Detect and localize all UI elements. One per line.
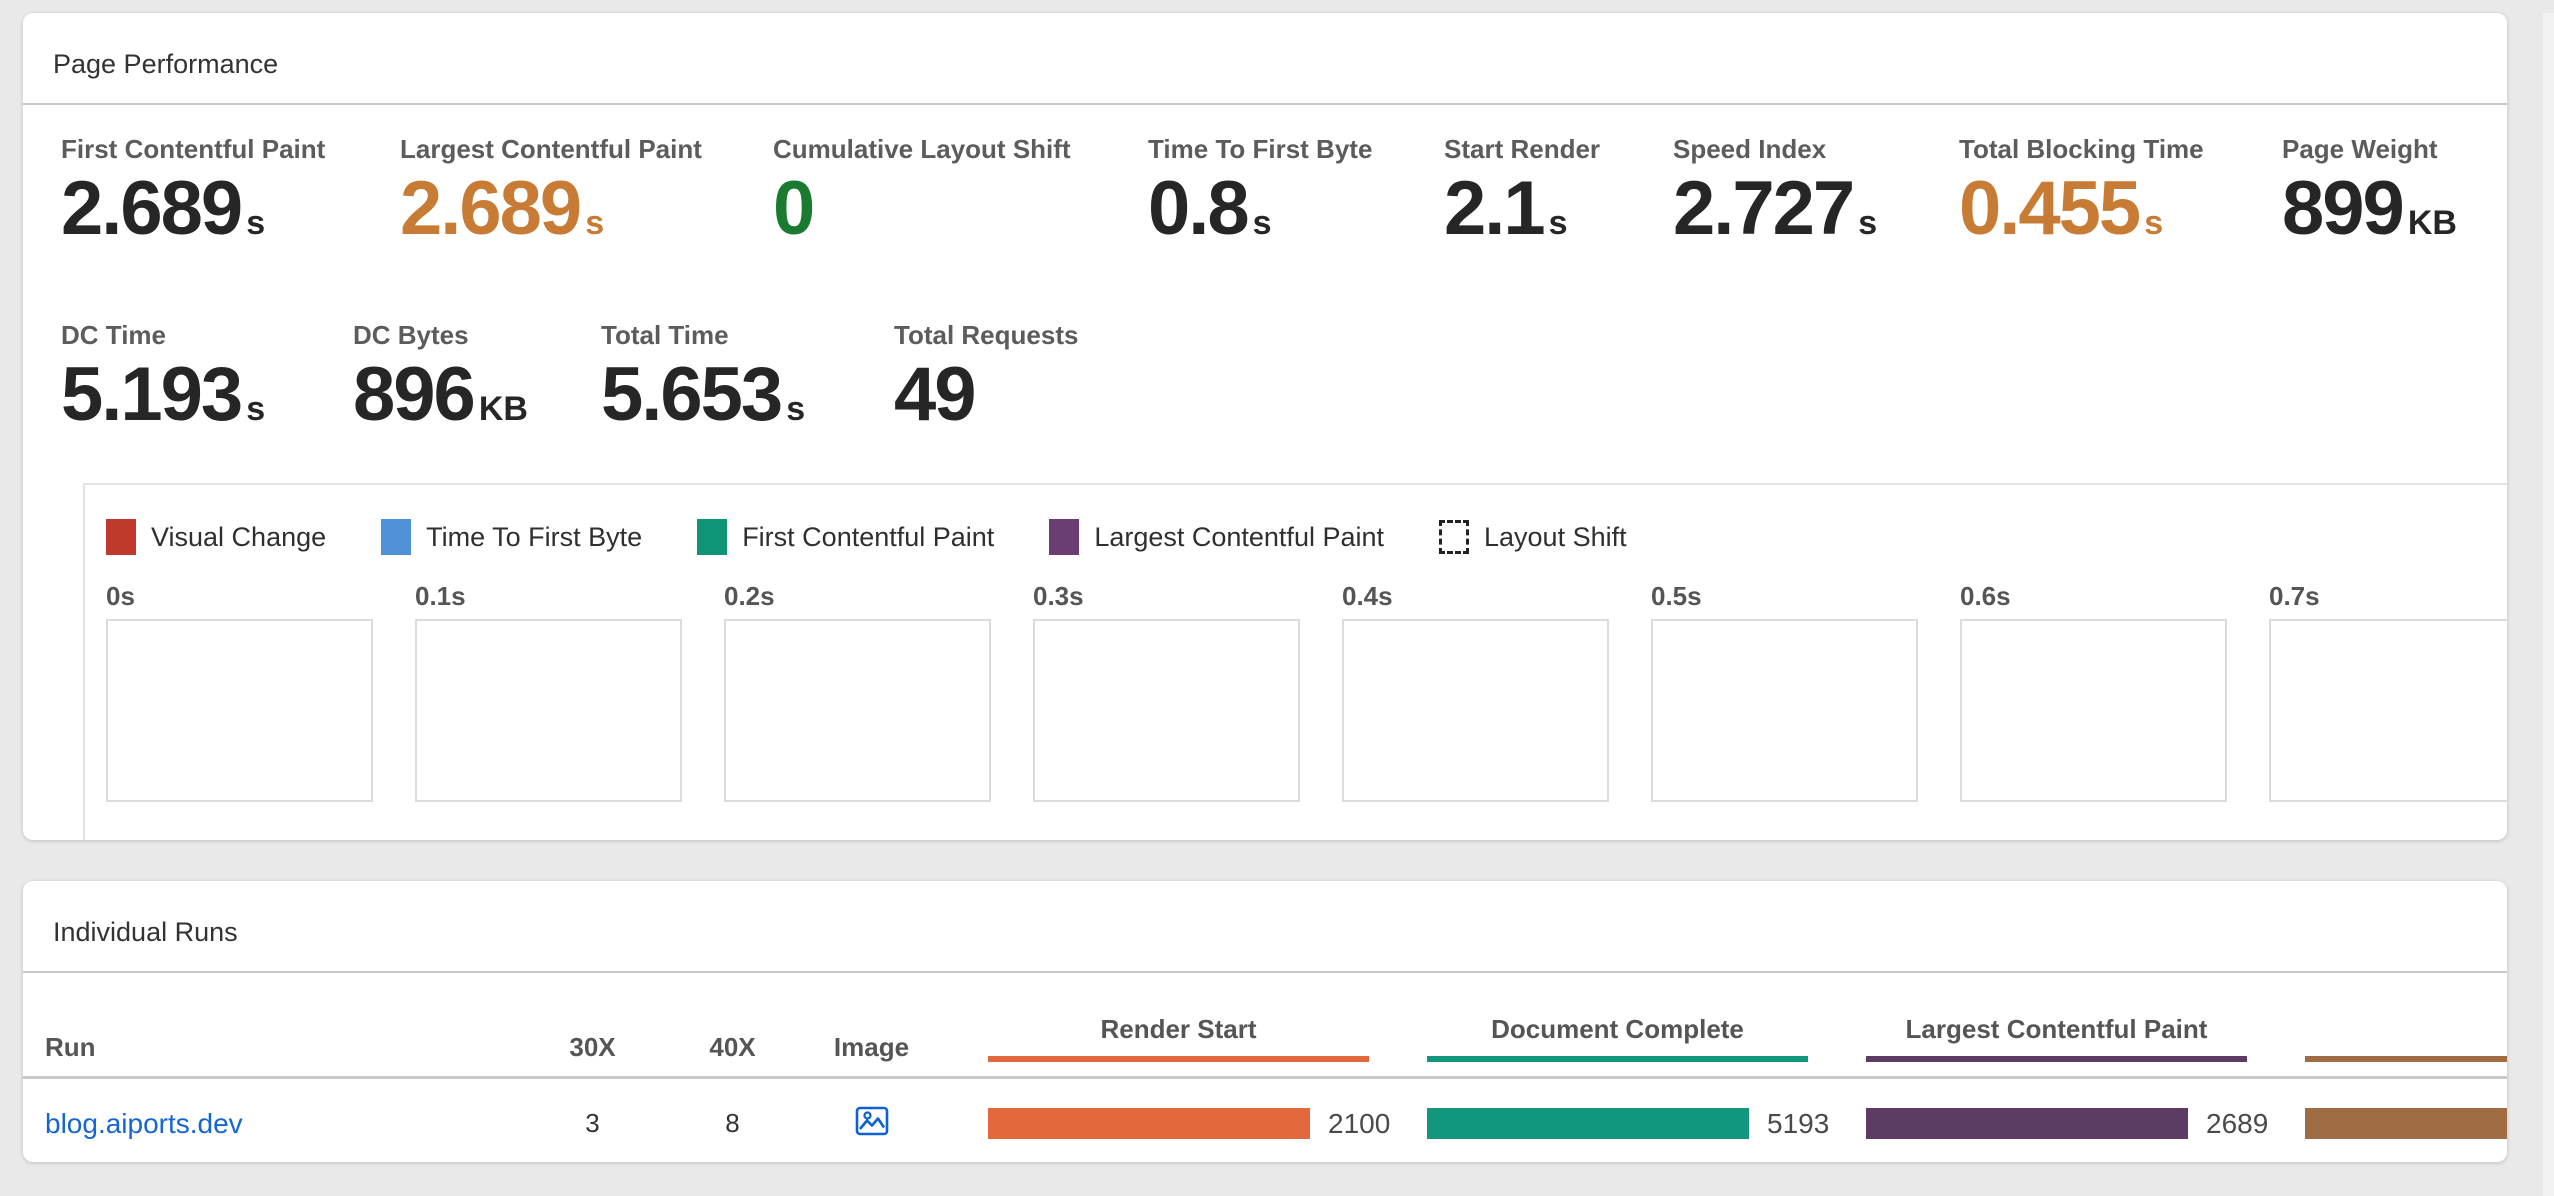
clipped-metric-bar: [2305, 1108, 2507, 1139]
page-performance-card: Page Performance First Contentful Paint …: [23, 13, 2507, 840]
document-complete-bar: [1427, 1108, 1749, 1139]
fcp-swatch-icon: [697, 519, 728, 555]
metric-total-requests: Total Requests 49: [894, 320, 1079, 437]
metric-largest-contentful-paint: Largest Contentful Paint 2.689 s: [400, 134, 702, 251]
legend-item-largest-contentful-paint: Largest Contentful Paint: [1049, 519, 1384, 555]
filmstrip-cell: 0.6s: [1960, 581, 2227, 802]
filmstrip-frame: [1033, 619, 1300, 802]
render-start-cell: 2100: [988, 1108, 1427, 1140]
metrics-row-2: DC Time 5.193 s DC Bytes 896 KB Total Time…: [61, 319, 2507, 453]
runs-table-header: Run 30X 40X Image Render Start Document …: [23, 973, 2507, 1079]
clipped-metric-cell: [2305, 1108, 2507, 1139]
column-header-render-start: Render Start: [988, 1014, 1427, 1076]
metric-dc-bytes: DC Bytes 896 KB: [353, 320, 528, 437]
lcp-swatch-icon: [1049, 519, 1080, 555]
render-start-underline: [988, 1056, 1369, 1062]
document-complete-underline: [1427, 1056, 1808, 1062]
visual-change-swatch-icon: [106, 519, 136, 555]
image-icon: [855, 1106, 888, 1136]
column-header-30x: 30X: [569, 1032, 616, 1062]
filmstrip-frame: [724, 619, 991, 802]
metric-speed-index: Speed Index 2.727 s: [1673, 134, 1878, 251]
document-complete-cell: 5193: [1427, 1108, 1866, 1140]
scrollbar-track[interactable]: [2543, 13, 2554, 1196]
lcp-underline: [1866, 1056, 2247, 1062]
largest-contentful-paint-cell: 2689: [1866, 1108, 2305, 1140]
metric-total-blocking-time: Total Blocking Time 0.455 s: [1959, 134, 2204, 251]
run-30x-value: 3: [585, 1108, 600, 1138]
individual-runs-title: Individual Runs: [23, 881, 2507, 973]
ttfb-swatch-icon: [381, 519, 412, 555]
legend-item-visual-change: Visual Change: [106, 519, 326, 555]
filmstrip-frame: [1960, 619, 2227, 802]
run-40x-value: 8: [725, 1108, 740, 1138]
column-header-document-complete: Document Complete: [1427, 1014, 1866, 1076]
metric-first-contentful-paint: First Contentful Paint 2.689 s: [61, 134, 326, 251]
column-header-largest-contentful-paint: Largest Contentful Paint: [1866, 1014, 2305, 1076]
metric-dc-time: DC Time 5.193 s: [61, 320, 266, 437]
render-start-bar: [988, 1108, 1310, 1139]
metrics-section: First Contentful Paint 2.689 s Largest Co…: [23, 105, 2507, 840]
column-header-run: Run: [45, 1032, 96, 1062]
filmstrip-frame: [106, 619, 373, 802]
filmstrip-frame: [415, 619, 682, 802]
filmstrip-cell: 0.4s: [1342, 581, 1609, 802]
filmstrip-frame: [1651, 619, 1918, 802]
render-start-value: 2100: [1328, 1107, 1391, 1139]
filmstrip-cell: 0s: [106, 581, 373, 802]
screenshot-button[interactable]: [855, 1106, 889, 1136]
filmstrip-timeline: 0s 0.1s 0.2s 0.3s 0.4s: [106, 581, 2507, 802]
filmstrip-cell: 0.7s: [2269, 581, 2507, 802]
metric-page-weight: Page Weight 899 KB: [2282, 134, 2457, 251]
metric-time-to-first-byte: Time To First Byte 0.8 s: [1148, 134, 1373, 251]
page-performance-title: Page Performance: [23, 13, 2507, 105]
metrics-row-1: First Contentful Paint 2.689 s Largest Co…: [61, 133, 2507, 267]
filmstrip-cell: 0.3s: [1033, 581, 1300, 802]
layout-shift-swatch-icon: [1439, 520, 1469, 554]
legend-item-time-to-first-byte: Time To First Byte: [381, 519, 642, 555]
column-header-40x: 40X: [709, 1032, 756, 1062]
legend-item-first-contentful-paint: First Contentful Paint: [697, 519, 994, 555]
largest-contentful-paint-bar: [1866, 1108, 2188, 1139]
document-complete-value: 5193: [1767, 1107, 1830, 1139]
filmstrip-cell: 0.5s: [1651, 581, 1918, 802]
run-url-link[interactable]: blog.aiports.dev: [45, 1107, 243, 1139]
filmstrip-cell: 0.1s: [415, 581, 682, 802]
filmstrip-frame: [2269, 619, 2507, 802]
individual-runs-card: Individual Runs Run 30X 40X Image Render…: [23, 881, 2507, 1162]
filmstrip-panel: Visual Change Time To First Byte First C…: [83, 483, 2507, 840]
filmstrip-cell: 0.2s: [724, 581, 991, 802]
table-row: blog.aiports.dev 3 8 2100 5193 2689: [23, 1079, 2507, 1162]
metric-start-render: Start Render 2.1 s: [1444, 134, 1601, 251]
metric-total-time: Total Time 5.653 s: [601, 320, 806, 437]
filmstrip-frame: [1342, 619, 1609, 802]
column-spacer: [943, 1062, 988, 1076]
column-header-image: Image: [833, 1032, 910, 1062]
column-header-clipped: [2305, 1056, 2507, 1076]
largest-contentful-paint-value: 2689: [2206, 1107, 2269, 1139]
metric-cumulative-layout-shift: Cumulative Layout Shift 0: [773, 134, 1071, 251]
clipped-column-underline: [2305, 1056, 2507, 1062]
legend-item-layout-shift: Layout Shift: [1439, 520, 1627, 554]
filmstrip-legend: Visual Change Time To First Byte First C…: [106, 519, 2507, 555]
